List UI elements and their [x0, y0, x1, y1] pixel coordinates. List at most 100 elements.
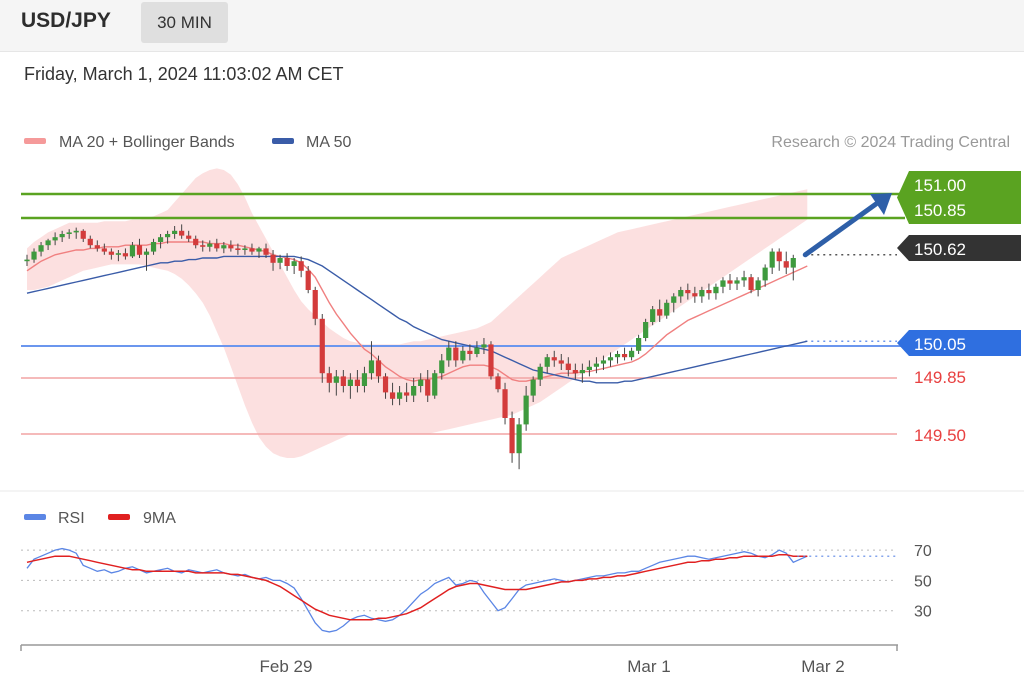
candle: [713, 283, 719, 300]
candle-body: [143, 251, 150, 255]
candle: [537, 363, 543, 386]
candle: [755, 277, 761, 297]
candle-body: [537, 366, 543, 380]
candle: [495, 373, 501, 393]
credit-label: Research © 2024 Trading Central: [771, 134, 1010, 151]
candle: [291, 258, 297, 274]
x-tick-label: Feb 29: [260, 657, 313, 676]
candle: [396, 386, 403, 406]
x-tick-label: Mar 1: [627, 657, 670, 676]
candle: [298, 256, 304, 278]
candle: [432, 370, 438, 399]
candle: [727, 274, 733, 290]
candle: [333, 370, 339, 396]
candle-body: [150, 242, 157, 252]
candle-body: [692, 293, 698, 297]
candle: [221, 242, 227, 254]
candle: [762, 264, 768, 287]
candle: [52, 232, 58, 246]
candle-body: [80, 230, 86, 239]
candle: [157, 234, 164, 249]
candle: [249, 243, 255, 255]
candle-body: [783, 261, 789, 268]
main-legend: MA 20 + Bollinger Bands MA 50 Research ©…: [24, 134, 1010, 151]
candle: [340, 370, 346, 393]
ma50-line: [26, 255, 808, 384]
candle: [326, 366, 332, 393]
candle: [411, 378, 417, 402]
timeframe-button[interactable]: 30 MIN: [141, 2, 228, 43]
candle-body: [593, 363, 600, 367]
candle: [621, 347, 628, 361]
candle: [389, 382, 396, 406]
candle: [59, 230, 65, 242]
candle: [368, 341, 375, 380]
candle-body: [579, 370, 585, 374]
candle-body: [291, 261, 297, 266]
candle: [193, 235, 199, 249]
candle: [150, 238, 157, 255]
candle-body: [66, 232, 72, 234]
candle: [45, 238, 51, 250]
candle-body: [748, 277, 754, 290]
candle-body: [671, 296, 677, 303]
candle-body: [544, 357, 550, 367]
candle: [699, 286, 705, 303]
candle-body: [263, 248, 269, 255]
candle: [453, 341, 459, 367]
candle: [734, 277, 740, 290]
candle-body: [678, 290, 684, 297]
candle: [242, 245, 248, 255]
candle: [776, 248, 782, 271]
resistance-price-tag: [897, 171, 1021, 224]
candle: [31, 248, 37, 263]
candle: [741, 270, 747, 287]
candle-body: [235, 248, 241, 250]
support-level-label: 149.50: [914, 426, 966, 445]
candle: [607, 352, 614, 367]
candle: [516, 418, 522, 470]
candle: [186, 230, 192, 242]
candle-body: [551, 357, 557, 361]
candle-body: [509, 418, 515, 454]
candle-body: [446, 347, 452, 361]
candle: [87, 235, 93, 249]
ma50-legend-label: MA 50: [306, 134, 351, 151]
candle-body: [418, 379, 424, 386]
candle-body: [664, 302, 670, 316]
candle-body: [769, 251, 775, 268]
candle-body: [200, 245, 206, 247]
candle: [382, 373, 389, 399]
candle: [474, 341, 480, 358]
resistance-level-label: 151.00: [914, 176, 966, 195]
candle: [600, 355, 607, 370]
candle: [312, 286, 318, 326]
candle: [361, 366, 368, 393]
candle-body: [179, 230, 185, 236]
forecast-arrow-head: [870, 193, 892, 215]
candle-body: [481, 344, 487, 348]
candle-body: [523, 395, 529, 425]
candle: [628, 347, 635, 361]
candle-body: [600, 360, 607, 364]
candle-body: [607, 357, 614, 361]
candle: [108, 248, 114, 260]
candle: [523, 386, 529, 431]
candle: [404, 382, 410, 402]
candle: [284, 253, 290, 271]
candle-body: [312, 290, 318, 319]
candle: [375, 355, 382, 383]
main-plot: 151.00 150.85 150.62 150.05 149.85 149.50: [21, 168, 1021, 470]
candle-body: [636, 338, 642, 351]
candle: [214, 238, 220, 252]
candle-body: [460, 350, 466, 361]
symbol-label: USD/JPY: [21, 9, 111, 32]
rsi-tick-label: 70: [914, 543, 932, 560]
candle-body: [396, 392, 403, 399]
last-price-tag: [897, 235, 1021, 261]
candle-body: [790, 258, 796, 268]
candle-body: [741, 277, 747, 281]
bollinger-band-area: [27, 168, 808, 458]
ma20-legend-label: MA 20 + Bollinger Bands: [59, 134, 235, 151]
candle: [207, 240, 213, 252]
